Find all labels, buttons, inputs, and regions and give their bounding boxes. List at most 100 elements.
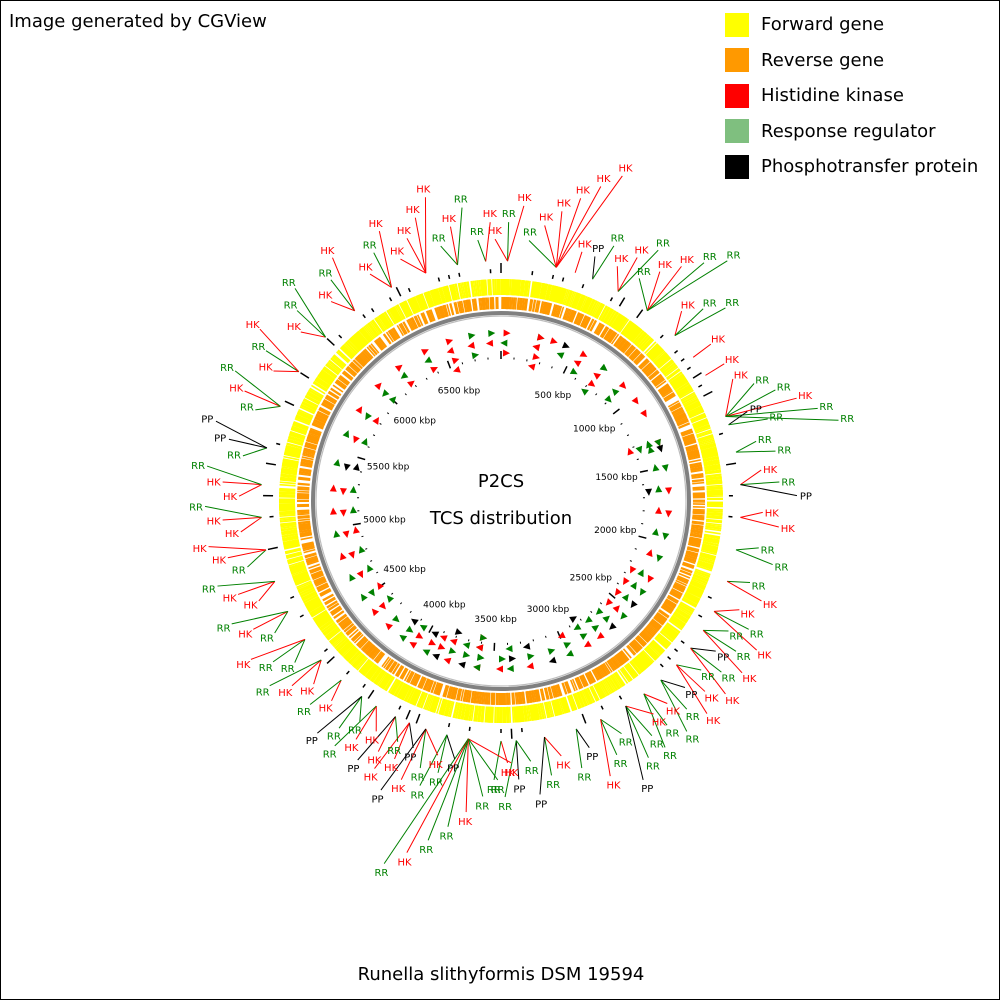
reverse-gene-stripe: [413, 315, 421, 328]
forward-gene-stripe: [288, 435, 305, 442]
forward-gene-stripe: [298, 409, 314, 418]
reverse-gene-stripe: [327, 602, 339, 611]
feature-label-rr: RR: [781, 477, 795, 488]
feature-marker-rr: [595, 607, 604, 615]
feature-label-hk: HK: [742, 674, 757, 685]
reverse-gene-stripe: [384, 658, 394, 670]
ruler-minor-tick: [568, 625, 571, 628]
forward-gene-stripe: [699, 440, 716, 447]
reverse-gene-stripe: [634, 354, 645, 365]
feature-leader-line: [625, 705, 649, 758]
reverse-gene-stripe: [394, 664, 403, 677]
forward-gene-stripe: [377, 671, 388, 687]
reverse-gene-stripe: [594, 323, 603, 335]
reverse-gene-stripe: [692, 481, 705, 485]
reverse-gene-stripe: [621, 342, 631, 353]
feature-marker-rr: [579, 633, 588, 641]
position-tick: [674, 648, 679, 653]
forward-gene-stripe: [620, 667, 632, 682]
reverse-gene-stripe: [664, 394, 676, 403]
reverse-gene-stripe: [463, 300, 468, 313]
reverse-gene-stripe: [446, 304, 451, 317]
reverse-gene-stripe: [401, 668, 409, 680]
reverse-gene-stripe: [677, 575, 690, 582]
feature-marker-rr: [424, 356, 433, 363]
legend: Forward gene Reverse gene Histidine kina…: [725, 7, 978, 185]
reverse-gene-stripe: [305, 555, 318, 561]
forward-gene-stripe: [692, 574, 709, 583]
feature-label-rr: RR: [318, 269, 332, 280]
reverse-gene-stripe: [361, 350, 371, 361]
feature-leader-line: [380, 728, 427, 791]
feature-leader-line: [600, 719, 618, 756]
ruler-label: 4500 kbp: [383, 565, 426, 575]
feature-label-hk: HK: [681, 301, 696, 312]
feature-label-rr: RR: [729, 631, 743, 642]
feature-leader-line: [294, 288, 327, 338]
reverse-gene-stripe: [509, 297, 512, 310]
forward-gene-stripe: [662, 362, 676, 375]
feature-marker-hk: [605, 598, 614, 606]
feature-marker-pp: [431, 631, 440, 638]
ruler-minor-tick: [626, 434, 630, 437]
forward-gene-stripe: [629, 661, 641, 675]
reverse-gene-stripe: [359, 638, 369, 649]
feature-marker-rr: [448, 647, 457, 654]
feature-marker-hk: [587, 379, 596, 387]
feature-leader-line: [660, 679, 688, 710]
feature-leader-line: [296, 310, 326, 338]
forward-gene-stripe: [686, 403, 702, 413]
feature-marker-rr: [367, 564, 374, 573]
forward-gene-stripe: [703, 539, 720, 545]
feature-label-hk: HK: [318, 291, 333, 302]
forward-gene-stripe: [311, 384, 326, 395]
feature-leader-line: [727, 580, 751, 584]
forward-gene-stripe: [698, 437, 715, 444]
reverse-gene-stripe: [584, 317, 592, 329]
ruler-major-tick: [562, 365, 568, 374]
forward-gene-stripe: [330, 357, 344, 369]
forward-gene-stripe: [706, 484, 723, 488]
reverse-gene-stripe: [421, 312, 428, 325]
forward-gene-stripe: [702, 457, 719, 463]
reverse-gene-stripe: [313, 575, 325, 583]
reverse-gene-stripe: [508, 692, 511, 705]
forward-gene-stripe: [300, 403, 316, 413]
feature-label-rr: RR: [284, 300, 298, 311]
reverse-gene-stripe: [684, 441, 697, 447]
forward-gene-stripe: [472, 280, 477, 297]
feature-leader-line: [600, 718, 622, 735]
reverse-gene-stripe: [638, 633, 649, 643]
reverse-gene-stripe: [689, 534, 702, 539]
reverse-gene-stripe: [680, 567, 693, 574]
feature-leader-line: [555, 198, 582, 268]
position-tick: [707, 595, 712, 599]
forward-gene-stripe: [321, 369, 336, 381]
feature-leader-line: [217, 580, 275, 587]
ruler-minor-tick: [623, 571, 626, 574]
feature-marker-rr: [488, 329, 496, 337]
forward-gene-stripe: [706, 513, 723, 517]
reverse-gene-stripe: [574, 677, 581, 690]
reverse-gene-stripe: [645, 626, 656, 636]
forward-gene-stripe: [700, 549, 717, 556]
reverse-gene-stripe: [442, 684, 448, 697]
feature-label-hk: HK: [557, 199, 572, 210]
feature-leader-line: [244, 390, 281, 407]
feature-label-pp: PP: [404, 752, 416, 763]
forward-gene-stripe: [693, 422, 710, 430]
feature-marker-pp: [458, 661, 466, 669]
legend-label-phosphotransfer-protein: Phosphotransfer protein: [761, 156, 979, 178]
reverse-gene-stripe: [644, 365, 655, 375]
feature-label-hk: HK: [367, 756, 382, 767]
forward-gene-stripe: [693, 572, 710, 580]
feature-label-hk: HK: [763, 465, 778, 476]
reverse-gene-stripe: [297, 486, 310, 489]
reverse-gene-stripe: [671, 588, 683, 596]
forward-gene-stripe: [287, 438, 304, 445]
position-tick: [300, 372, 310, 379]
reverse-gene-stripe: [642, 629, 653, 639]
feature-marker-rr: [477, 653, 485, 661]
forward-gene-stripe: [440, 287, 447, 303]
feature-leader-line: [440, 245, 458, 266]
